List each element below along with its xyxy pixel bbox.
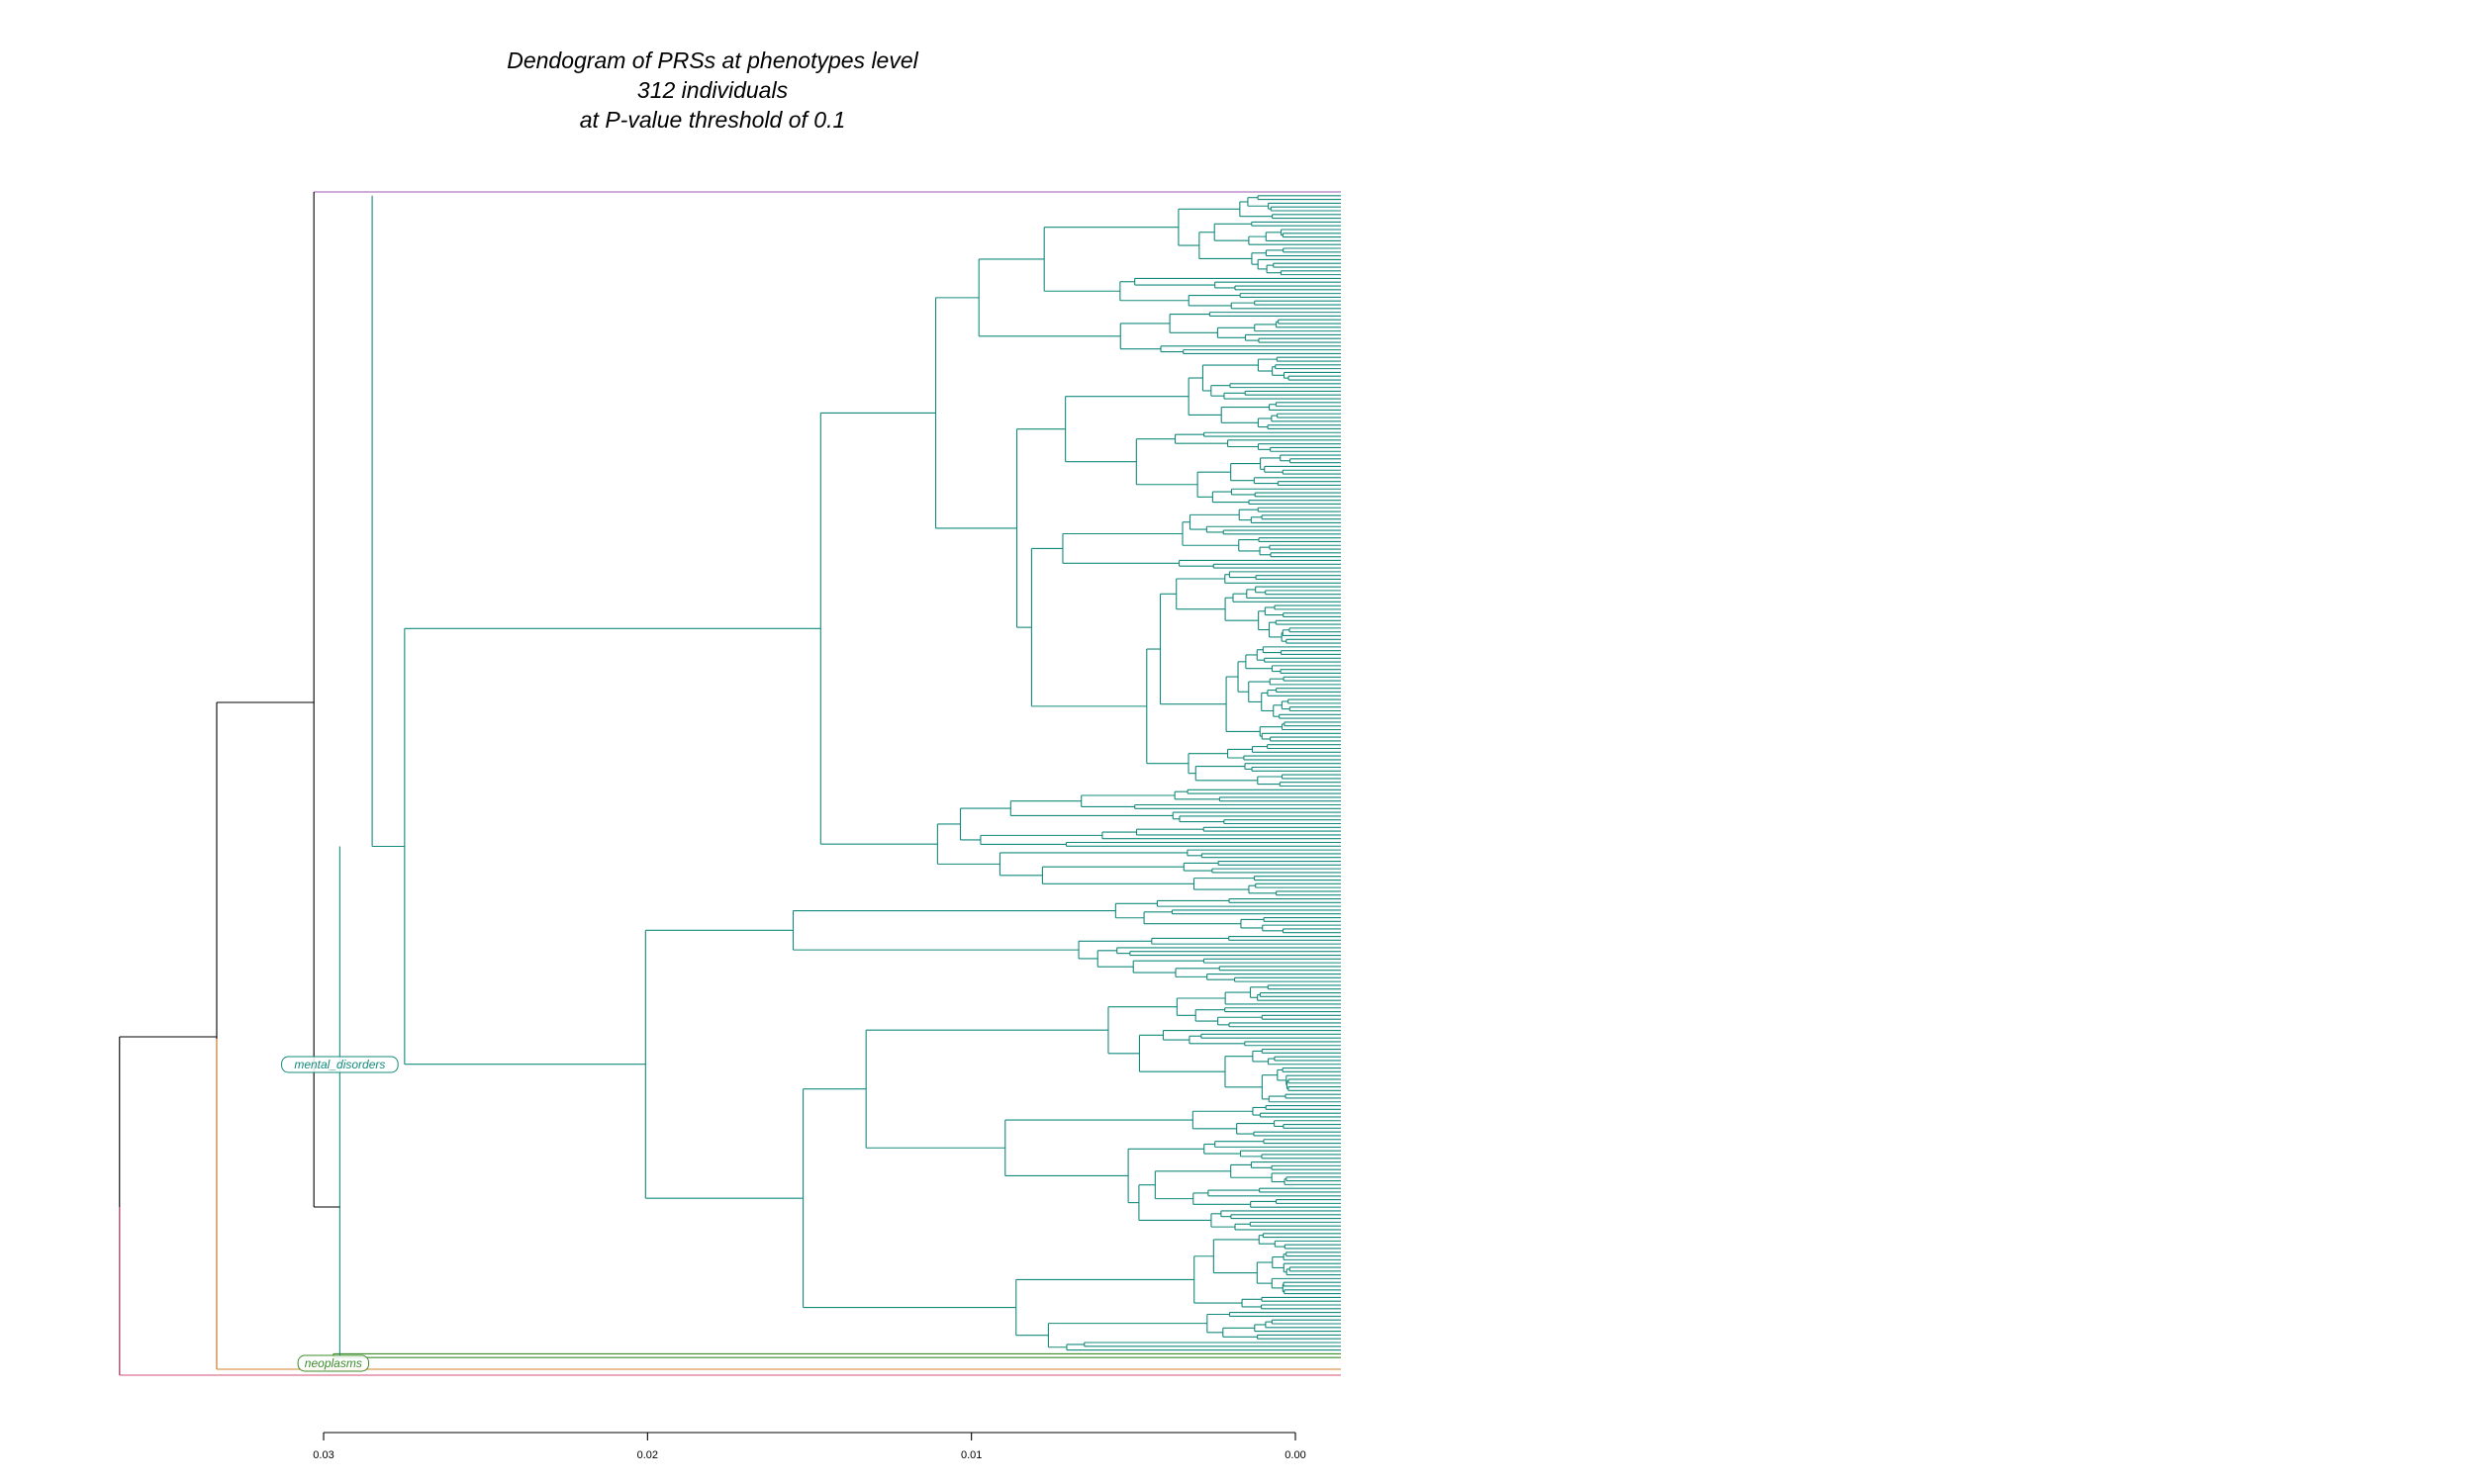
x-tick-label: 0.00 — [1285, 1449, 1305, 1461]
title-line-3: at P-value threshold of 0.1 — [579, 107, 846, 133]
cluster-label-neoplasms: neoplasms — [305, 1356, 362, 1370]
x-tick-label: 0.01 — [961, 1449, 982, 1461]
cluster-label-mental-disorders: mental_disorders — [294, 1058, 385, 1071]
title-line-1: Dendogram of PRSs at phenotypes level — [507, 47, 918, 73]
x-tick-label: 0.02 — [637, 1449, 658, 1461]
cluster-label-box — [281, 1056, 399, 1073]
cluster-label-box — [297, 1354, 370, 1372]
chart-title: Dendogram of PRSs at phenotypes level 31… — [396, 46, 1029, 135]
title-line-2: 312 individuals — [636, 77, 789, 103]
x-tick-label: 0.03 — [313, 1449, 333, 1461]
